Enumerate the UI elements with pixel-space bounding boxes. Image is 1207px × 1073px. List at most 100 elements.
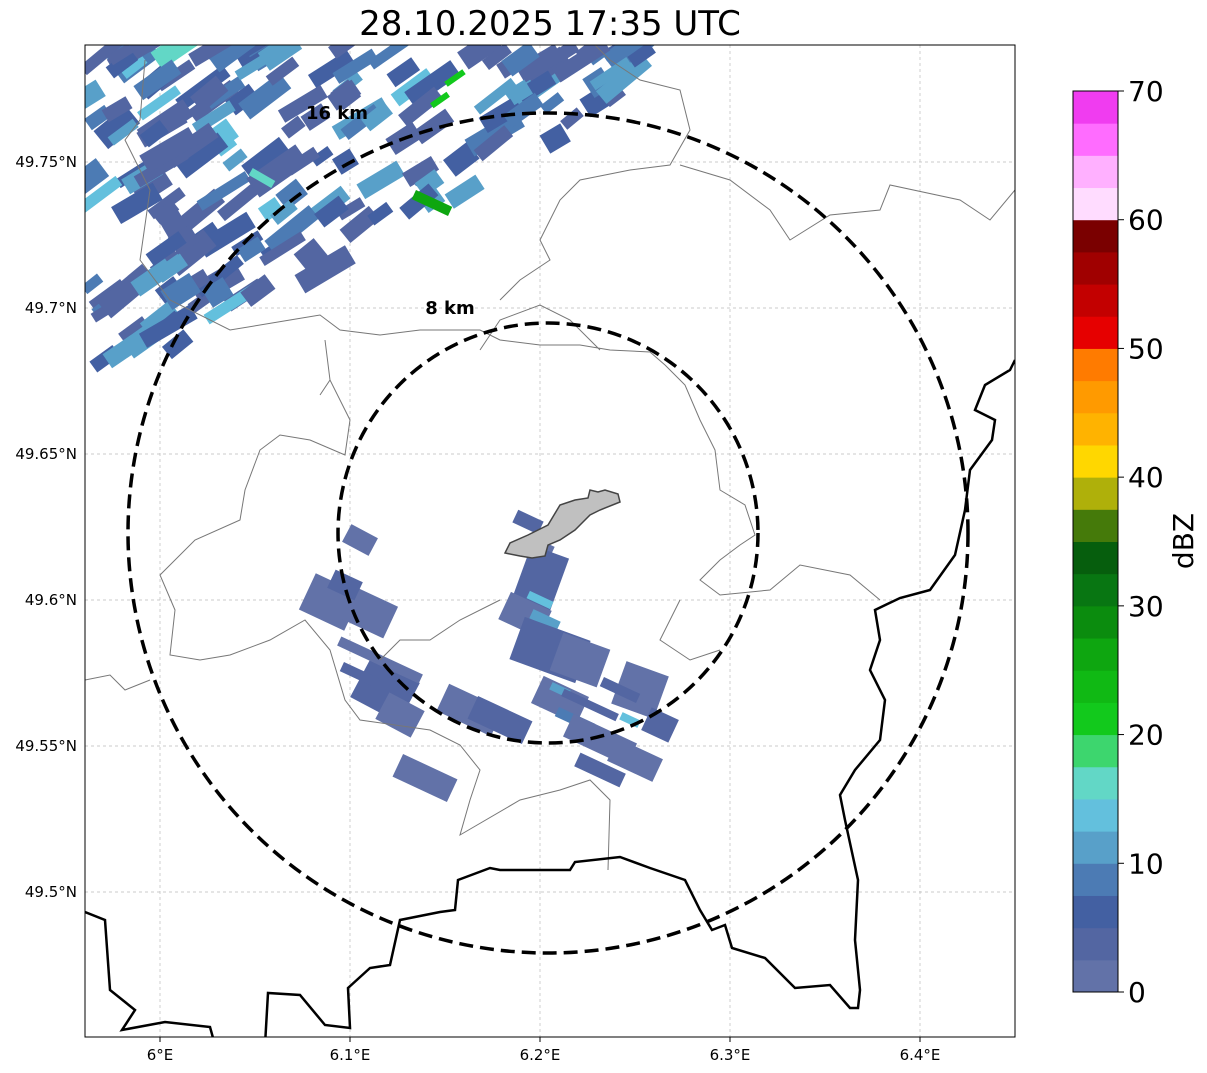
radar-cell xyxy=(332,48,379,84)
radar-cell xyxy=(246,144,309,198)
colorbar-band xyxy=(1073,573,1118,607)
colorbar-band xyxy=(1073,91,1118,124)
colorbar-band xyxy=(1073,219,1118,253)
lat-tick-label: 49.6°N xyxy=(25,591,77,609)
colorbar-band xyxy=(1073,444,1118,478)
radar-cell xyxy=(602,45,664,75)
radar-cell xyxy=(139,119,169,148)
radar-cell xyxy=(368,45,410,70)
lat-tick-label: 49.7°N xyxy=(25,299,77,317)
colorbar-band xyxy=(1073,863,1118,896)
radar-cell xyxy=(342,524,378,556)
radar-cell xyxy=(270,199,298,225)
colorbar-band xyxy=(1073,895,1118,929)
ring-8km xyxy=(336,321,760,745)
radar-cell xyxy=(327,569,363,601)
lat-tick-label: 49.75°N xyxy=(15,153,77,171)
radar-cell xyxy=(107,45,134,66)
radar-cell xyxy=(386,57,421,88)
radar-cell xyxy=(217,181,262,222)
radar-cell xyxy=(478,96,524,134)
radar-cell xyxy=(107,118,139,146)
colorbar-band xyxy=(1073,959,1118,993)
colorbar-band xyxy=(1073,927,1118,961)
radar-cell xyxy=(207,45,256,73)
radar-cell xyxy=(150,45,207,70)
radar-cell xyxy=(412,108,455,145)
colorbar-band xyxy=(1073,605,1118,639)
colorbar-tick-label: 50 xyxy=(1128,332,1164,365)
radar-cell xyxy=(222,148,248,172)
radar-cell xyxy=(85,45,126,76)
radar-cell xyxy=(196,171,251,211)
radar-cell xyxy=(240,274,276,307)
colorbar-band xyxy=(1073,316,1118,349)
radar-cell xyxy=(330,79,362,111)
colorbar-tick-label: 20 xyxy=(1128,719,1164,752)
radar-cell xyxy=(375,692,425,738)
lon-tick-label: 6.1°E xyxy=(330,1046,371,1064)
radar-cell xyxy=(105,48,139,79)
radar-cell xyxy=(300,103,331,131)
lat-tick-label: 49.5°N xyxy=(25,883,77,901)
city-outline xyxy=(503,489,621,559)
radar-cell xyxy=(339,662,381,688)
radar-cell xyxy=(356,160,406,200)
radar-cell xyxy=(607,738,663,782)
radar-cell xyxy=(404,60,461,107)
colorbar-label: dBZ xyxy=(1167,513,1200,569)
colorbar-band xyxy=(1073,638,1118,671)
radar-cell xyxy=(540,92,565,115)
colorbar-frame xyxy=(1072,90,1119,993)
borders xyxy=(85,45,1015,1037)
radar-cell xyxy=(85,175,123,216)
radar-cell xyxy=(515,45,564,83)
ring-label-16km: 16 km xyxy=(306,103,368,124)
colorbar-band xyxy=(1073,412,1118,446)
national-border xyxy=(85,359,1015,1037)
radar-cell xyxy=(611,661,669,719)
radar-cell xyxy=(175,132,229,179)
colorbar-tick-label: 40 xyxy=(1128,461,1164,494)
radar-cell xyxy=(444,174,485,209)
radar-cell xyxy=(145,231,187,267)
radar-cell xyxy=(85,273,104,295)
radar-cell xyxy=(314,195,349,228)
lat-tick-label: 49.55°N xyxy=(15,737,77,755)
radar-cell xyxy=(138,304,198,348)
radar-cell xyxy=(467,695,533,745)
range-rings xyxy=(126,111,970,955)
lon-tick-label: 6.4°E xyxy=(900,1046,941,1064)
ring-16km xyxy=(126,111,970,955)
colorbar-tick-label: 60 xyxy=(1128,204,1164,237)
radar-cell xyxy=(189,75,229,113)
radar-cell xyxy=(398,86,444,127)
colorbar xyxy=(1072,90,1124,993)
radar-cell xyxy=(560,107,584,130)
radar-cell xyxy=(444,69,466,87)
colorbar-band xyxy=(1073,702,1118,736)
ring-label-8km: 8 km xyxy=(425,298,475,319)
radar-cell xyxy=(101,96,133,123)
radar-cell xyxy=(473,77,517,115)
radar-cell xyxy=(392,753,458,803)
colorbar-band xyxy=(1073,123,1118,156)
radar-cell xyxy=(529,609,561,631)
radar-cell xyxy=(137,85,181,121)
radar-cell xyxy=(293,238,329,273)
radar-cell xyxy=(275,178,308,211)
radar-cell xyxy=(277,84,328,123)
lon-tick-label: 6.3°E xyxy=(710,1046,751,1064)
lon-tick-label: 6.2°E xyxy=(520,1046,561,1064)
colorbar-band xyxy=(1073,284,1118,317)
colorbar-tick-label: 70 xyxy=(1128,75,1164,108)
colorbar-band xyxy=(1073,734,1118,768)
radar-cell xyxy=(599,677,641,703)
radar-cell xyxy=(574,752,626,788)
colorbar-tick-label: 10 xyxy=(1128,847,1164,880)
radar-cell xyxy=(510,544,570,616)
radar-cell xyxy=(331,148,359,175)
radar-cell xyxy=(307,50,356,89)
colorbar-band xyxy=(1073,541,1118,575)
latitude-tick-labels: 49.75°N 49.7°N 49.65°N 49.6°N 49.55°N 49.5°N xyxy=(15,153,77,901)
